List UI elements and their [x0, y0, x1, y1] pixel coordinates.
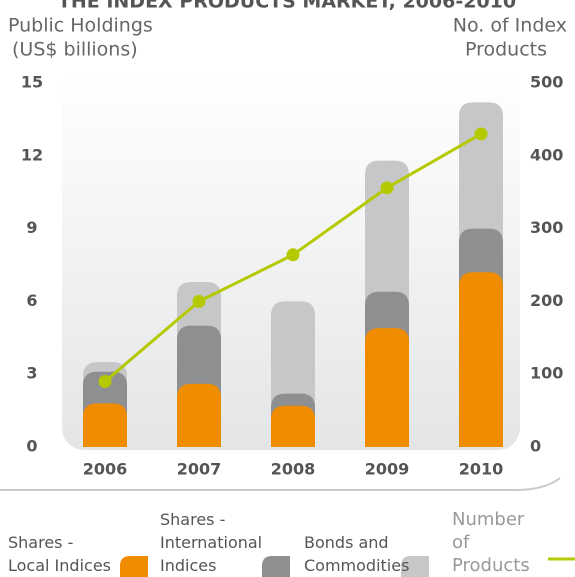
legend-swatch: [262, 556, 290, 577]
y2-tick-label: 200: [530, 291, 563, 310]
bar-segment: [365, 328, 409, 447]
legend-label: Number of Products: [452, 509, 530, 576]
line-point: [474, 127, 488, 141]
line-point: [286, 248, 300, 262]
bar-segment: [459, 272, 503, 447]
bar-segment: [177, 383, 221, 447]
y2-tick-label: 300: [530, 218, 563, 237]
x-tick-label: 2007: [177, 460, 222, 479]
divider: [0, 477, 561, 491]
legend-label: Bonds and Commodities: [304, 533, 410, 575]
legend-swatch: [120, 556, 148, 577]
y2-tick-label: 100: [530, 364, 563, 383]
y-tick-label: 9: [26, 218, 37, 237]
line-point: [98, 374, 112, 388]
y2-tick-label: 500: [530, 73, 563, 92]
legend-label: Shares - International Indices: [160, 510, 263, 575]
bar-segment: [271, 405, 315, 447]
y-axis-label: (US$ billions): [12, 39, 138, 61]
chart-title: THE INDEX PRODUCTS MARKET, 2006-2010: [58, 0, 516, 13]
x-tick-label: 2009: [365, 460, 410, 479]
x-tick-label: 2006: [83, 460, 128, 479]
y-tick-label: 0: [26, 437, 37, 456]
y-tick-label: 3: [26, 364, 37, 383]
y2-tick-label: 400: [530, 145, 563, 164]
y-tick-label: 6: [26, 291, 37, 310]
y2-axis-label: Products: [465, 39, 547, 61]
x-tick-label: 2010: [459, 460, 504, 479]
y-tick-label: 12: [21, 145, 43, 164]
legend-swatch: [401, 556, 429, 577]
y2-tick-label: 0: [530, 437, 541, 456]
x-tick-label: 2008: [271, 460, 316, 479]
y-tick-label: 15: [21, 73, 43, 92]
line-point: [380, 181, 394, 195]
bar-segment: [83, 403, 127, 447]
line-point: [192, 294, 206, 308]
y-axis-label: Public Holdings: [8, 15, 153, 37]
legend-label: Shares - Local Indices: [8, 533, 111, 575]
y2-axis-label: No. of Index: [453, 15, 567, 37]
